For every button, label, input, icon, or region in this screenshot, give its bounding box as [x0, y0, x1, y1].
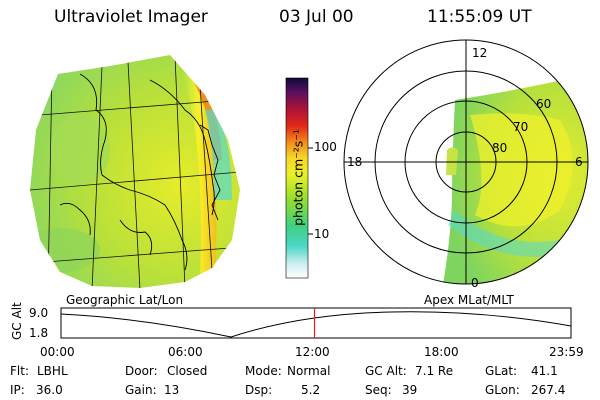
mlat-label-60: 60 [536, 97, 552, 111]
colorbar-tick-10: 10 [314, 227, 330, 241]
gcalt-value: 7.1 Re [415, 364, 454, 378]
seq-value: 39 [402, 383, 418, 397]
gain-value: 13 [164, 383, 180, 397]
mlat-label-80: 80 [492, 141, 508, 155]
mlat-label-70: 70 [513, 120, 529, 134]
gain-label: Gain: [125, 383, 157, 397]
dsp-label: Dsp: [245, 383, 273, 397]
door-label: Door: [125, 364, 158, 378]
glon-value: 267.4 [531, 383, 566, 397]
mlt-label-0: 0 [471, 276, 479, 290]
mode-value: Normal [287, 364, 331, 378]
colorbar [285, 77, 313, 279]
geographic-panel-label: Geographic Lat/Lon [66, 293, 184, 307]
mlt-label-6: 6 [575, 155, 583, 169]
gcalt-label: GC Alt: [365, 364, 407, 378]
flt-value: LBHL [37, 364, 68, 378]
mlt-label-12: 12 [472, 46, 488, 60]
flt-label: Flt: [10, 364, 29, 378]
ip-label: IP: [10, 383, 25, 397]
altitude-plot [60, 307, 572, 339]
image-time: 11:55:09 UT [427, 7, 532, 27]
apex-panel-label: Apex MLat/MLT [424, 293, 514, 307]
xtick-1800: 18:00 [424, 345, 459, 359]
door-value: Closed [167, 364, 208, 378]
colorbar-unit-label: photon cm⁻²s⁻¹ [290, 129, 306, 226]
xtick-0600: 06:00 [168, 345, 203, 359]
xtick-0000: 00:00 [40, 345, 75, 359]
ip-value: 36.0 [36, 383, 63, 397]
altitude-ylabel: GC Alt [10, 302, 24, 340]
xtick-2359: 23:59 [549, 345, 584, 359]
image-date: 03 Jul 00 [279, 7, 354, 27]
colorbar-tick-100: 100 [314, 140, 337, 154]
dsp-value: 5.2 [301, 383, 321, 397]
glat-label: GLat: [485, 364, 518, 378]
glon-label: GLon: [485, 383, 520, 397]
altitude-ytick-bottom: 1.8 [29, 326, 49, 340]
seq-label: Seq: [365, 383, 392, 397]
xtick-1200: 12:00 [295, 345, 330, 359]
mlt-label-18: 18 [347, 155, 363, 169]
glat-value: 41.1 [531, 364, 558, 378]
altitude-ytick-top: 9.0 [29, 306, 49, 320]
instrument-title: Ultraviolet Imager [54, 7, 208, 27]
mode-label: Mode: [245, 364, 282, 378]
